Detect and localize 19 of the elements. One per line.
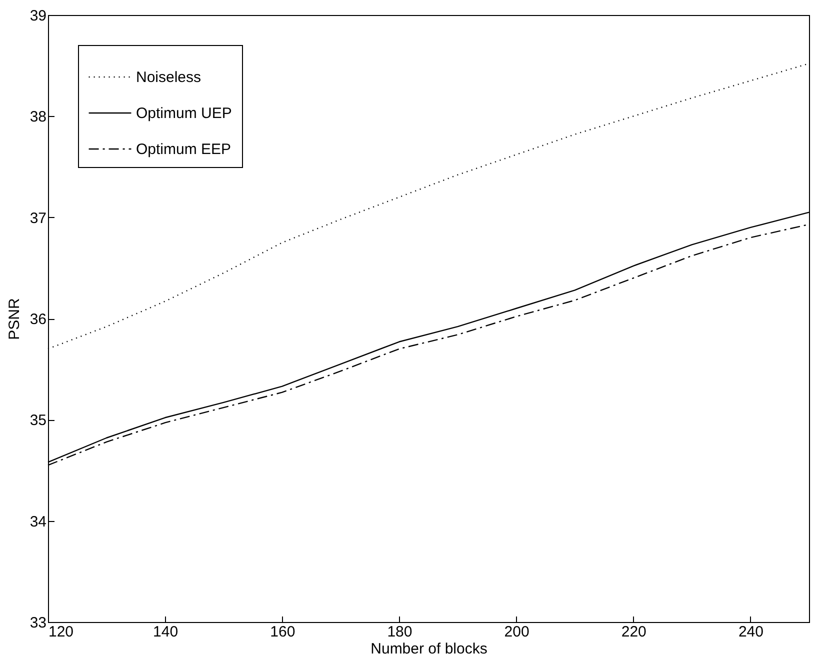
x-tick-label: 240 (738, 624, 764, 640)
y-axis-title: PSNR (6, 298, 23, 340)
x-tick-label: 160 (270, 624, 296, 640)
y-tick-label: 37 (30, 210, 46, 227)
x-tick-label: 220 (621, 624, 646, 640)
x-tick-label: 140 (153, 624, 178, 640)
x-axis-title: Number of blocks (370, 640, 488, 658)
y-tick-label: 36 (30, 311, 46, 328)
y-tick-label: 35 (30, 412, 46, 430)
x-tick-label: 200 (504, 624, 530, 640)
y-tick-label: 38 (30, 108, 46, 126)
legend-label: Optimum UEP (136, 105, 232, 122)
legend-label: Noiseless (136, 69, 202, 86)
legend-label: Optimum EEP (136, 141, 232, 158)
x-tick-label: 120 (48, 624, 74, 640)
y-tick-label: 39 (30, 8, 46, 24)
y-tick-label: 34 (30, 513, 46, 530)
x-tick-label: 180 (387, 624, 412, 640)
y-tick-label: 33 (30, 614, 46, 632)
